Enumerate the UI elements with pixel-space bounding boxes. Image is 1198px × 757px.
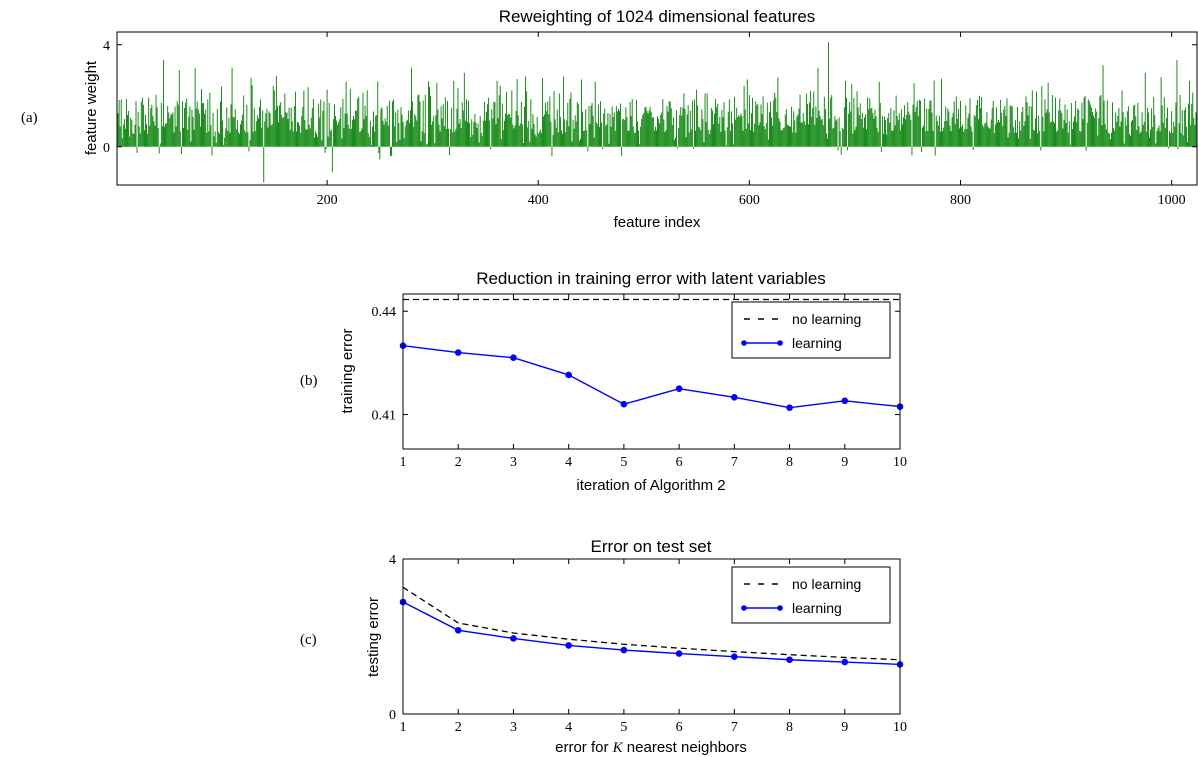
x-tick-label: 400 [528,193,549,208]
panel-label-c: (c) [300,632,317,648]
chart-c-legend: no learning learning [731,566,891,624]
chart-a-xlabel: feature index [614,214,701,231]
y-tick-label: 0.41 [372,409,397,424]
data-point [786,404,793,411]
chart-b-frame [402,293,901,450]
series-line-learning [402,601,901,666]
chart-b-title: Reduction in training error with latent … [476,269,826,288]
x-tick-label: 10 [893,455,907,470]
x-tick-label: 9 [841,455,848,470]
x-tick-label: 9 [841,720,848,735]
x-tick-label: 3 [510,455,517,470]
data-point [510,354,517,362]
chart-b-ylabel: training error [339,328,356,413]
data-point [620,646,628,654]
chart-a-bars [116,42,1198,183]
data-point [786,656,793,664]
data-point [841,658,849,666]
data-point [565,642,572,649]
data-point [731,394,738,401]
y-tick-label: 4 [389,553,396,568]
series-line-no-learning [402,586,901,661]
legend-marker [777,340,783,346]
chart-a-title: Reweighting of 1024 dimensional features [499,7,816,26]
chart-b: (b) Reduction in training error with lat… [300,269,907,494]
series-line-learning [402,344,901,409]
x-tick-label: 7 [731,720,738,735]
x-tick-label: 8 [786,720,793,735]
legend-marker [741,340,747,346]
legend-box [731,301,891,359]
legend-box [731,566,891,624]
x-tick-label: 5 [620,455,627,470]
x-tick-label: 1 [400,455,407,470]
y-tick-label: 4 [103,39,110,54]
legend-marker [741,605,747,611]
chart-c-xlabel-prefix: error for [555,739,613,756]
data-point [454,349,462,356]
x-tick-label: 2 [455,455,462,470]
x-tick-label: 8 [786,455,793,470]
data-point [675,650,683,657]
data-point [731,653,738,660]
data-point [510,635,517,642]
legend-label: learning [792,335,842,351]
data-point [454,627,462,634]
chart-c-xlabel-var: K [612,740,624,756]
data-point [620,400,628,408]
chart-c-ylabel: testing error [365,597,382,677]
panel-label-b: (b) [300,373,318,389]
data-point [841,397,849,405]
chart-a-ylabel: feature weight [83,60,100,155]
chart-b-plot: 1 2 3 4 5 6 7 8 9 10 0.41 0.44 [372,294,907,470]
legend-label: no learning [792,576,861,592]
chart-a: (a) Reweighting of 1024 dimensional feat… [21,7,1198,231]
chart-c: (c) Error on test set testing error erro… [300,537,907,756]
x-tick-label: 3 [510,720,517,735]
legend-label: no learning [792,311,861,327]
y-tick-label: 0.44 [372,305,397,320]
chart-a-frame [116,31,1198,186]
x-tick-label: 4 [565,455,572,470]
x-tick-label: 1 [400,720,407,735]
x-tick-label: 2 [455,720,462,735]
data-point [675,385,683,393]
x-tick-label: 5 [620,720,627,735]
chart-c-title: Error on test set [591,537,712,556]
chart-b-xlabel: iteration of Algorithm 2 [576,477,725,494]
x-tick-label: 4 [565,720,572,735]
x-tick-label: 7 [731,455,738,470]
panel-label-a: (a) [21,110,38,126]
y-tick-label: 0 [389,708,396,723]
chart-c-xlabel: error for K nearest neighbors [555,739,747,756]
x-tick-label: 6 [676,720,683,735]
chart-a-ticks: 200 400 600 800 1000 0 4 [103,32,1197,208]
legend-label: learning [792,600,842,616]
chart-c-frame [402,558,901,715]
chart-c-xlabel-suffix: nearest neighbors [623,739,747,756]
legend-marker [777,605,783,611]
x-tick-label: 6 [676,455,683,470]
y-tick-label: 0 [103,141,110,156]
x-tick-label: 800 [950,193,971,208]
data-point [565,371,572,379]
x-tick-label: 200 [317,193,338,208]
x-tick-label: 600 [739,193,760,208]
chart-b-legend: no learning learning [731,301,891,359]
x-tick-label: 10 [893,720,907,735]
x-tick-label: 1000 [1158,193,1186,208]
